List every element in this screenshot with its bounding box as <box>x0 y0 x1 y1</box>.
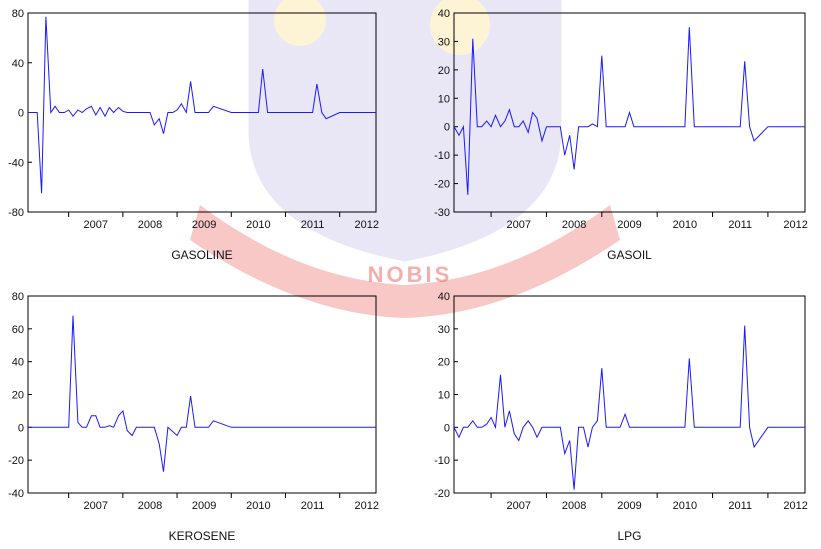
x-tick-label: 2008 <box>138 500 162 512</box>
y-tick-label: 0 <box>18 422 24 434</box>
x-tick-label: 2008 <box>138 219 162 231</box>
x-tick-label: 2010 <box>246 219 270 231</box>
y-tick-label: 80 <box>12 291 24 303</box>
series-line <box>28 315 376 472</box>
x-tick-label: 2011 <box>728 219 752 231</box>
y-tick-label: 60 <box>12 324 24 336</box>
chart-title: GASOIL <box>607 248 652 262</box>
y-tick-label: 0 <box>444 422 450 434</box>
x-tick-label: 2009 <box>192 219 216 231</box>
y-tick-label: 30 <box>438 324 450 336</box>
chart-panel-kerosene: 80 60 40 20 0 -20 -40 2007 2008 2009 2010 2011 2012 K… <box>8 291 379 543</box>
y-tick-label: -80 <box>8 207 24 219</box>
y-tick-label: -20 <box>434 488 450 500</box>
x-tick-label: 2007 <box>507 219 531 231</box>
y-tick-label: -20 <box>434 179 450 191</box>
x-tick-label: 2009 <box>192 500 216 512</box>
plot-frame <box>453 12 806 213</box>
x-tick-label: 2007 <box>84 219 108 231</box>
x-tick-label: 2008 <box>562 219 586 231</box>
x-tick-label: 2010 <box>673 219 697 231</box>
series-line <box>453 27 805 195</box>
chart-title: LPG <box>617 529 641 543</box>
x-tick-label: 2008 <box>562 500 586 512</box>
y-tick-label: 40 <box>12 58 24 70</box>
y-tick-label: 40 <box>12 357 24 369</box>
y-tick-label: 0 <box>18 108 24 120</box>
plot-frame <box>27 295 377 494</box>
y-tick-label: 20 <box>438 65 450 77</box>
y-tick-label: 10 <box>438 390 450 402</box>
y-tick-label: -10 <box>434 455 450 467</box>
y-tick-label: -10 <box>434 150 450 162</box>
y-tick-label: 0 <box>444 122 450 134</box>
x-tick-label: 2010 <box>673 500 697 512</box>
x-tick-label: 2007 <box>507 500 531 512</box>
x-tick-label: 2011 <box>301 500 325 512</box>
y-tick-label: 20 <box>438 357 450 369</box>
series-line <box>453 325 805 490</box>
y-tick-label: -40 <box>8 488 24 500</box>
chart-title: KEROSENE <box>169 529 236 543</box>
x-tick-label: 2012 <box>355 219 379 231</box>
y-tick-label: 10 <box>438 93 450 105</box>
y-tick-label: 40 <box>438 291 450 303</box>
x-tick-label: 2012 <box>783 500 807 512</box>
chart-title: GASOLINE <box>171 248 232 262</box>
x-tick-label: 2012 <box>783 219 807 231</box>
x-tick-label: 2007 <box>84 500 108 512</box>
x-tick-label: 2009 <box>617 500 641 512</box>
x-tick-label: 2011 <box>728 500 752 512</box>
x-tick-label: 2011 <box>301 219 325 231</box>
x-tick-label: 2009 <box>617 219 641 231</box>
y-tick-label: -40 <box>8 157 24 169</box>
chart-panel-gasoline: 80 40 0 -40 -80 2007 2008 2009 2010 2011 2012 GASOL… <box>8 8 379 262</box>
y-tick-label: 30 <box>438 36 450 48</box>
y-tick-label: -30 <box>434 207 450 219</box>
plot-frame <box>453 295 806 494</box>
y-tick-label: 40 <box>438 8 450 20</box>
y-tick-label: 80 <box>12 8 24 20</box>
y-tick-label: 20 <box>12 390 24 402</box>
x-tick-label: 2012 <box>355 500 379 512</box>
x-tick-label: 2010 <box>246 500 270 512</box>
series-line <box>28 16 376 194</box>
y-tick-label: -20 <box>8 455 24 467</box>
